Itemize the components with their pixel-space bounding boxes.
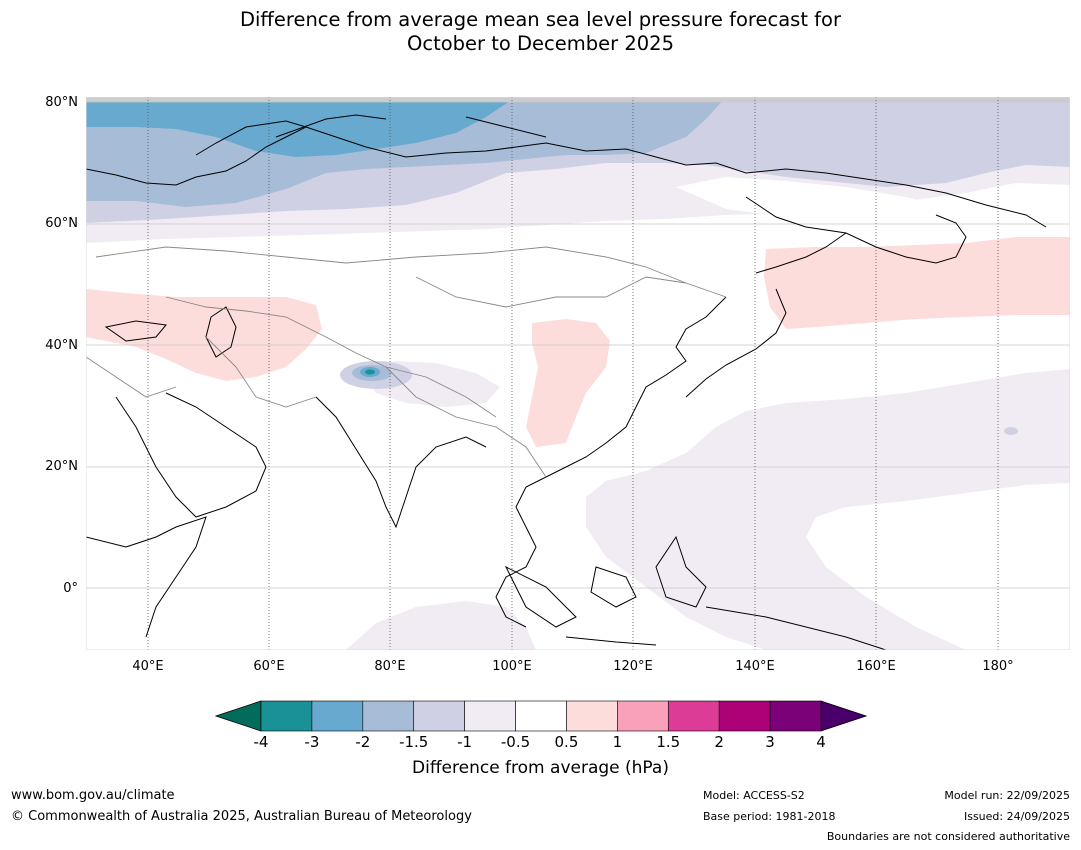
anomaly-neg-2-north <box>86 97 516 157</box>
colorbar-svg <box>214 700 868 732</box>
lon-label-140e: 140°E <box>735 659 775 674</box>
anomaly-small-spot-pacific <box>1004 427 1018 435</box>
colorbar-tick-label: -4 <box>253 733 269 751</box>
footer-base-period: Base period: 1981-2018 <box>703 810 836 823</box>
longitude-gridlines <box>147 97 999 650</box>
colorbar-segment <box>617 700 669 732</box>
colorbar-tick-label: -1.5 <box>399 733 429 751</box>
neutral-northeast <box>676 177 946 217</box>
lon-label-180: 180° <box>982 659 1014 674</box>
colorbar-segment <box>362 700 415 732</box>
title-line-1: Difference from average mean sea level p… <box>240 8 841 31</box>
colorbar-tick-label: 1.5 <box>656 733 681 751</box>
lon-label-80e: 80°E <box>374 659 406 674</box>
colorbar-tick-label: 4 <box>816 733 826 751</box>
colorbar-segment <box>566 700 618 732</box>
colorbar-segment <box>260 700 313 732</box>
colorbar-extend-high <box>820 700 868 732</box>
colorbar-tick-label: -3 <box>304 733 320 751</box>
lon-label-160e: 160°E <box>856 659 896 674</box>
colorbar-tick-label: 1 <box>612 733 623 751</box>
lon-label-40e: 40°E <box>132 659 164 674</box>
colorbar-segment <box>718 700 771 732</box>
colorbar-segment <box>515 700 567 732</box>
colorbar-tick-label: -2 <box>355 733 371 751</box>
footer-disclaimer: Boundaries are not considered authoritat… <box>826 830 1070 843</box>
lon-label-120e: 120°E <box>613 659 653 674</box>
neutral-central-pacific <box>806 483 1070 650</box>
anomaly-neg-0-5-indian-ocean <box>346 601 536 650</box>
colorbar-label: Difference from average (hPa) <box>412 758 669 778</box>
lon-label-100e: 100°E <box>492 659 532 674</box>
colorbar-segment <box>464 700 516 732</box>
lon-label-60e: 60°E <box>253 659 285 674</box>
colorbar-segment <box>667 700 720 732</box>
polar-edge <box>86 97 1070 102</box>
colorbar-extend-low <box>214 700 262 732</box>
footer-model: Model: ACCESS-S2 <box>703 789 805 802</box>
lat-label-20n: 20°N <box>45 459 78 474</box>
colorbar-segment <box>769 700 822 732</box>
colorbar-tick-label: 2 <box>714 733 724 751</box>
colorbar-tick-label: 3 <box>765 733 775 751</box>
pressure-anomaly-map <box>86 97 1070 650</box>
lat-label-80n: 80°N <box>45 95 78 110</box>
lat-label-40n: 40°N <box>45 338 78 353</box>
country-borders <box>86 246 727 478</box>
footer-website[interactable]: www.bom.gov.au/climate <box>11 788 175 803</box>
title-line-2: October to December 2025 <box>407 32 674 55</box>
anomaly-pos-0-5-northwest-pacific <box>764 237 1070 329</box>
colorbar-tick-label: -0.5 <box>500 733 531 751</box>
footer-issued: Issued: 24/09/2025 <box>963 810 1070 823</box>
colorbar-segment <box>311 700 364 732</box>
lat-label-equator: 0° <box>63 581 78 596</box>
latitude-gridlines <box>86 101 1070 589</box>
map-title: Difference from average mean sea level p… <box>0 8 1081 56</box>
map-canvas <box>86 97 1070 650</box>
coastlines <box>86 114 1047 650</box>
footer-model-run: Model run: 22/09/2025 <box>944 789 1070 802</box>
colorbar-segment <box>413 700 465 732</box>
anomaly-pos-0-5-china <box>526 319 610 447</box>
footer-copyright: © Commonwealth of Australia 2025, Austra… <box>11 809 472 824</box>
anomaly-pos-0-5-central-asia <box>86 289 322 381</box>
anomaly-tibet-spot-core <box>365 369 375 375</box>
colorbar-tick-label: -1 <box>457 733 473 751</box>
colorbar-tick-label: 0.5 <box>554 733 579 751</box>
colorbar <box>214 700 868 736</box>
lat-label-60n: 60°N <box>45 216 78 231</box>
